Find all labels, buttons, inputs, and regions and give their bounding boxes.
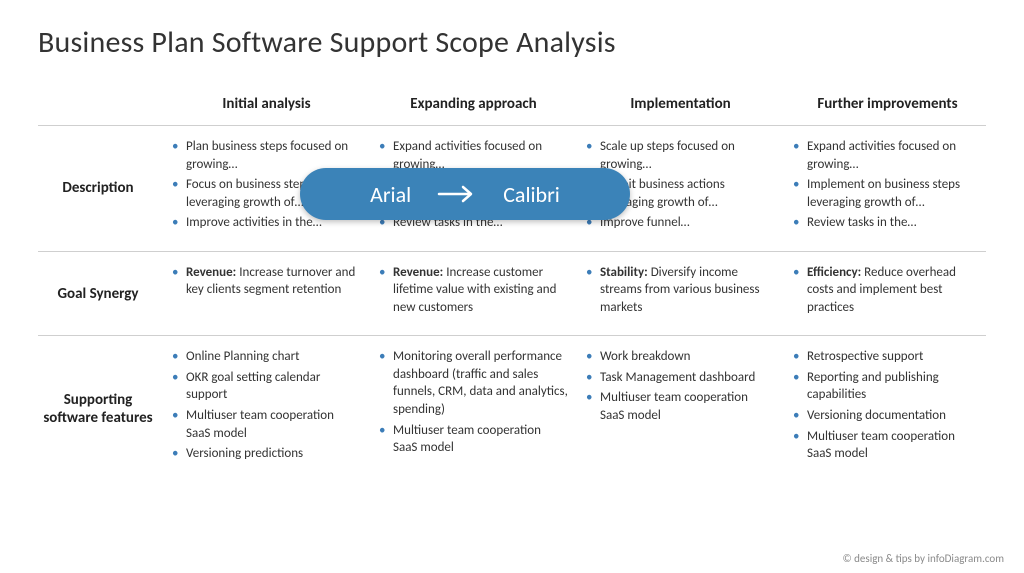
cell-r2-c0: Online Planning chart OKR goal setting ca… [168,338,365,479]
pill-right-text: Calibri [503,181,560,208]
font-change-pill: Arial Calibri [300,168,630,220]
list-item: Task Management dashboard [586,369,775,387]
divider [38,125,986,126]
cell-r0-c3: Expand activities focused on growing…Imp… [789,128,986,249]
list-item: Revenue: Increase customer lifetime valu… [379,264,568,317]
goal-label: Revenue: [186,265,236,280]
cell-r1-c1: Revenue: Increase customer lifetime valu… [375,254,572,334]
footer-credit: © design & tips by infoDiagram.com [842,552,1004,565]
list-item: OKR goal setting calendar support [172,369,361,404]
goal-label: Stability: [600,265,648,280]
col-header-2: Implementation [582,89,779,123]
list-item: Expand activities focused on growing… [793,138,982,173]
list-item: Monitoring overall performance dashboard… [379,348,568,418]
goal-label: Revenue: [393,265,443,280]
cell-r1-c3: Efficiency: Reduce overhead costs and im… [789,254,986,334]
cell-r2-c3: Retrospective support Reporting and publi… [789,338,986,479]
cell-r1-c0: Revenue: Increase turnover and key clien… [168,254,365,334]
col-header-3: Further improvements [789,89,986,123]
pill-left-text: Arial [370,181,411,208]
cell-r2-c2: Work breakdown Task Management dashboard M… [582,338,779,479]
list-item: Reporting and publishing capabilities [793,369,982,404]
page-title: Business Plan Software Support Scope Ana… [38,24,986,61]
col-header-0: Initial analysis [168,89,365,123]
list-item: Review tasks in the… [793,214,982,232]
list-item: Revenue: Increase turnover and key clien… [172,264,361,299]
row-label-description: Description [38,128,158,249]
row-label-supporting-features: Supporting software features [38,338,158,479]
list-item: Multiuser team cooperation SaaS model [793,428,982,463]
arrow-right-icon [437,184,477,204]
list-item: Versioning predictions [172,445,361,463]
list-item: Implement on business steps leveraging g… [793,176,982,211]
goal-label: Efficiency: [807,265,861,280]
list-item: Scale up steps focused on growing… [586,138,775,173]
list-item: Versioning documentation [793,407,982,425]
col-header-1: Expanding approach [375,89,572,123]
analysis-table: Initial analysis Expanding approach Impl… [38,89,986,480]
cell-r2-c1: Monitoring overall performance dashboard… [375,338,572,479]
list-item: Online Planning chart [172,348,361,366]
list-item: Work breakdown [586,348,775,366]
list-item: Multiuser team cooperation SaaS model [172,407,361,442]
divider [38,335,986,336]
list-item: Multiuser team cooperation SaaS model [586,389,775,424]
list-item: Stability: Diversify income streams from… [586,264,775,317]
list-item: Multiuser team cooperation SaaS model [379,422,568,457]
divider [38,251,986,252]
row-label-goal-synergy: Goal Synergy [38,254,158,334]
list-item: Retrospective support [793,348,982,366]
list-item: Efficiency: Reduce overhead costs and im… [793,264,982,317]
cell-r1-c2: Stability: Diversify income streams from… [582,254,779,334]
